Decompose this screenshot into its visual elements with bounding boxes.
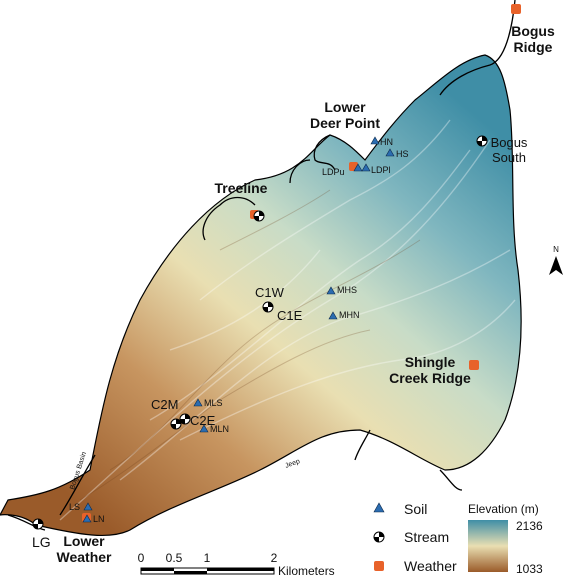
label-mln: MLN — [210, 424, 229, 434]
legend-elevation-title: Elevation (m) — [468, 502, 539, 516]
north-arrow: N — [549, 245, 563, 275]
label-bogus-ridge-line1: Bogus — [511, 23, 555, 39]
label-mhs: MHS — [337, 285, 357, 295]
label-mls: MLS — [204, 398, 223, 408]
scale-tick-1: 1 — [204, 551, 211, 565]
scale-tick-2: 2 — [271, 551, 278, 565]
legend-elevation-min: 1033 — [516, 562, 543, 576]
soil-marker-mhs[interactable] — [326, 286, 336, 295]
soil-marker-ls[interactable] — [83, 502, 93, 511]
label-bogus-south-line2: South — [492, 150, 526, 165]
legend-soil-label: Soil — [404, 501, 427, 517]
scale-tick-0-5: 0.5 — [166, 551, 183, 565]
soil-marker-hn[interactable] — [370, 136, 380, 145]
stream-marker-c2e[interactable] — [179, 413, 191, 425]
stream-marker-c1w[interactable] — [262, 301, 274, 313]
soil-marker-ln[interactable] — [82, 514, 92, 523]
soil-marker-ldpu[interactable] — [353, 163, 363, 172]
scale-bar: 0 0.5 1 2 Kilometers — [138, 551, 335, 578]
label-c2m: C2M — [151, 397, 178, 412]
site-labels: Bogus Ridge Lower Deer Point Treeline Sh… — [57, 23, 555, 565]
road-label-jeep: Jeep — [284, 458, 301, 470]
soil-marker-hs[interactable] — [385, 148, 395, 157]
soil-marker-mls[interactable] — [193, 398, 203, 407]
weather-marker-shingle-creek-ridge[interactable] — [469, 360, 479, 370]
roads — [7, 0, 516, 531]
soil-sites — [82, 136, 395, 523]
legend-soil-icon — [373, 502, 385, 513]
legend-elevation-max: 2136 — [516, 519, 543, 533]
legend-weather-icon — [374, 561, 384, 571]
label-treeline: Treeline — [215, 180, 268, 196]
label-shingle-creek-ridge-line2: Creek Ridge — [389, 370, 471, 386]
label-hn: HN — [380, 137, 393, 147]
soil-marker-mhn[interactable] — [328, 311, 338, 320]
label-lower-deer-point-line1: Lower — [324, 99, 366, 115]
legend-stream-icon — [373, 531, 385, 543]
north-label: N — [553, 245, 559, 254]
soil-marker-ldpl[interactable] — [361, 163, 371, 172]
label-mhn: MHN — [339, 310, 360, 320]
soil-marker-mln[interactable] — [199, 424, 209, 433]
stream-marker-bogus-south[interactable] — [476, 135, 488, 147]
label-c1e: C1E — [277, 308, 303, 323]
legend-elevation-ramp — [468, 520, 508, 572]
weather-marker-bogus-ridge[interactable] — [511, 4, 521, 14]
label-ls: LS — [69, 502, 80, 512]
label-lg: LG — [32, 534, 51, 550]
scale-unit: Kilometers — [278, 564, 335, 578]
label-ldpl: LDPl — [371, 165, 391, 175]
gauge-labels: Bogus South C1W C1E C2M C2E LG — [32, 135, 528, 550]
legend-stream-label: Stream — [404, 529, 449, 545]
stream-marker-lg[interactable] — [32, 518, 44, 530]
watershed-relief — [0, 54, 522, 537]
label-c2e: C2E — [190, 413, 216, 428]
stream-marker-c2m[interactable] — [170, 418, 182, 430]
stream-marker-treeline[interactable] — [253, 210, 265, 222]
legend: Soil Stream Weather Elevation (m) 2136 1… — [373, 501, 543, 576]
north-arrow-icon — [549, 256, 563, 275]
label-ldpu: LDPu — [322, 167, 345, 177]
label-lower-deer-point-line2: Deer Point — [310, 115, 380, 131]
label-bogus-south-line1: Bogus — [491, 135, 528, 150]
legend-weather-label: Weather — [404, 558, 457, 574]
soil-labels: HN HS LDPu LDPl MHS MHN MLS MLN LS LN — [69, 137, 409, 524]
stream-gauges — [32, 135, 488, 530]
label-hs: HS — [396, 149, 409, 159]
label-lower-weather-line1: Lower — [63, 533, 105, 549]
label-lower-weather-line2: Weather — [57, 549, 113, 565]
label-shingle-creek-ridge-line1: Shingle — [405, 354, 456, 370]
label-c1w: C1W — [255, 285, 285, 300]
label-bogus-ridge-line2: Ridge — [514, 39, 553, 55]
label-ln: LN — [93, 514, 105, 524]
scale-tick-0: 0 — [138, 551, 145, 565]
